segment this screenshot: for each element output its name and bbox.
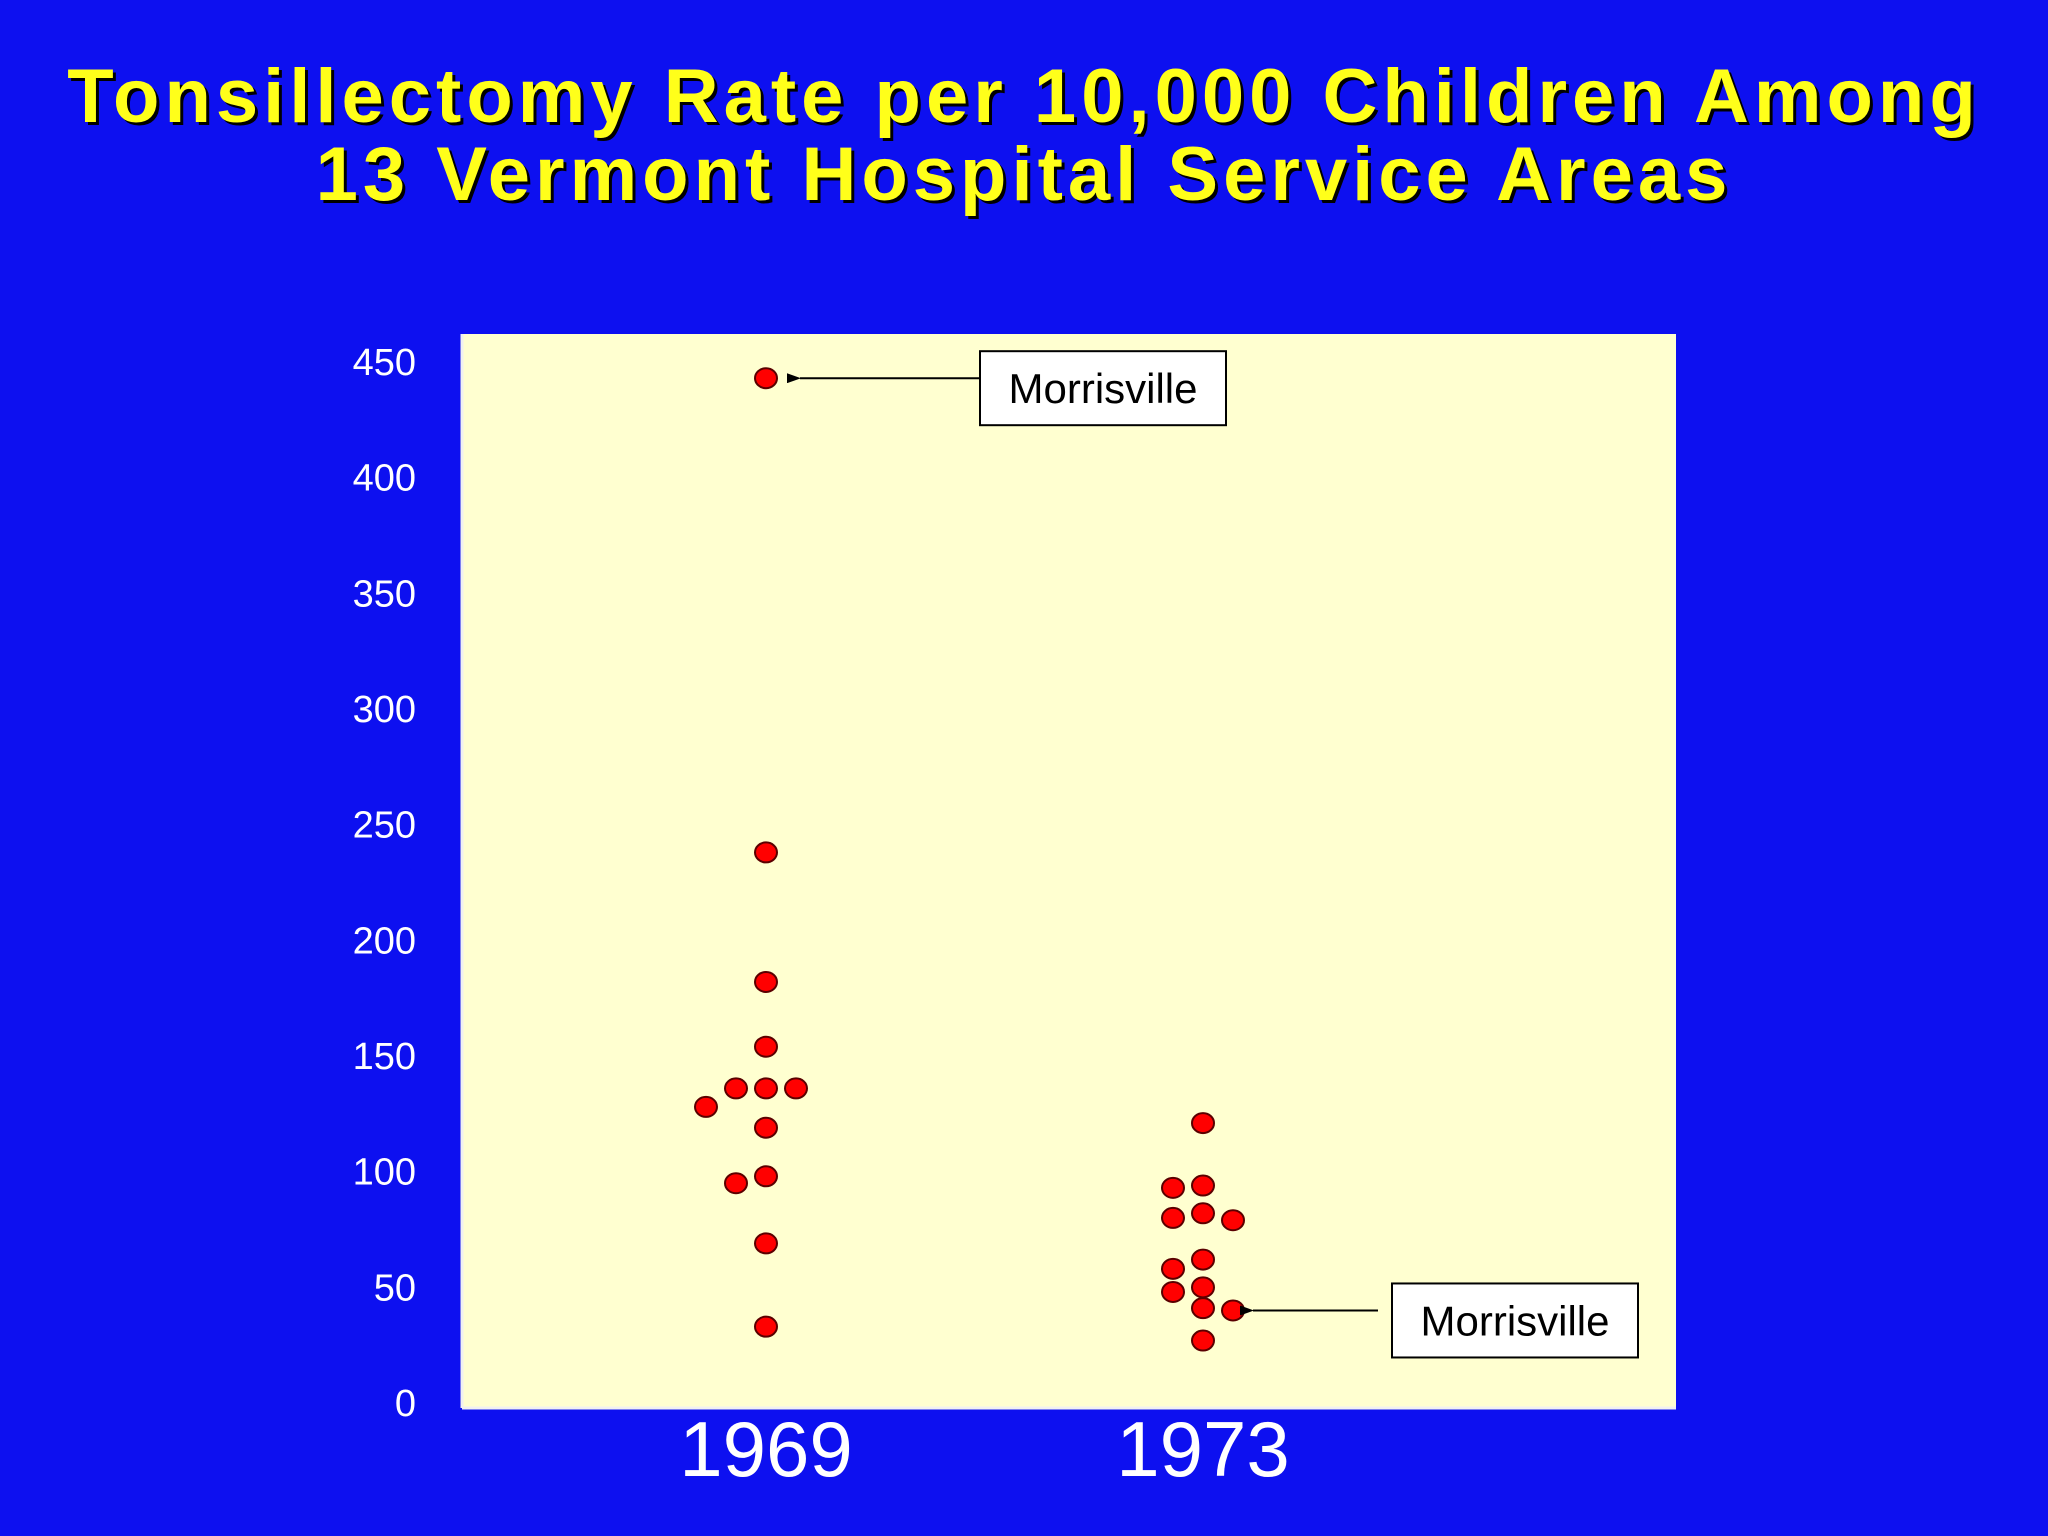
data-points [694, 367, 1245, 1352]
data-point-1969 [694, 1095, 718, 1118]
data-point-1969 [754, 1165, 778, 1188]
slide-title: Tonsillectomy Rate per 10,000 Children A… [0, 58, 2048, 214]
data-point-1973 [1191, 1276, 1215, 1299]
data-point-1973 [1191, 1202, 1215, 1225]
title-line-1: Tonsillectomy Rate per 10,000 Children A… [67, 54, 1981, 139]
callout-box [1391, 1282, 1639, 1359]
data-point-1973 [1191, 1174, 1215, 1197]
y-tick-label: 250 [353, 805, 416, 847]
data-point-1973 [1161, 1280, 1185, 1303]
data-point-1973 [1161, 1176, 1185, 1199]
y-tick-label: 450 [353, 342, 416, 384]
callouts: Morrisville Morrisville [787, 350, 1639, 1359]
data-point-1973 [1191, 1248, 1215, 1271]
data-point-1969 [754, 1116, 778, 1139]
y-tick-label: 400 [353, 458, 416, 500]
data-point-1973 [1191, 1329, 1215, 1352]
y-tick-label: 0 [395, 1383, 416, 1425]
data-point-1969 [754, 1315, 778, 1338]
data-point-1969 [724, 1077, 748, 1100]
data-point-1969 [784, 1077, 808, 1100]
data-point-1973 [1161, 1257, 1185, 1280]
data-point-1973 [1191, 1112, 1215, 1135]
callout-label: Morrisville [1421, 1297, 1610, 1344]
data-point-1973 [1191, 1297, 1215, 1320]
data-point-1969 [754, 1232, 778, 1255]
data-point-1973 [1161, 1206, 1185, 1229]
x-category-label: 1969 [679, 1405, 853, 1493]
data-point-1969 [754, 367, 778, 390]
callout-box [979, 350, 1227, 427]
data-point-1973 [1221, 1299, 1245, 1322]
y-tick-label: 200 [353, 920, 416, 962]
plot-area [462, 334, 1676, 1407]
data-point-1969 [754, 1035, 778, 1058]
data-point-1973 [1221, 1209, 1245, 1232]
y-tick-label: 50 [374, 1267, 416, 1309]
x-category-label: 1973 [1116, 1405, 1290, 1493]
y-tick-label: 150 [353, 1036, 416, 1078]
title-line-2: 13 Vermont Hospital Service Areas [315, 132, 1733, 217]
y-tick-label: 300 [353, 689, 416, 731]
data-point-1969 [754, 1077, 778, 1100]
y-tick-labels: 0 50 100 150 200 250 300 350 400 450 [353, 342, 416, 1425]
y-tick-label: 100 [353, 1152, 416, 1194]
data-point-1969 [754, 841, 778, 864]
y-tick-label: 350 [353, 573, 416, 615]
callout-label: Morrisville [1009, 365, 1198, 412]
data-point-1969 [724, 1172, 748, 1195]
data-point-1969 [754, 970, 778, 993]
x-category-labels: 1969 1973 [679, 1405, 1290, 1493]
